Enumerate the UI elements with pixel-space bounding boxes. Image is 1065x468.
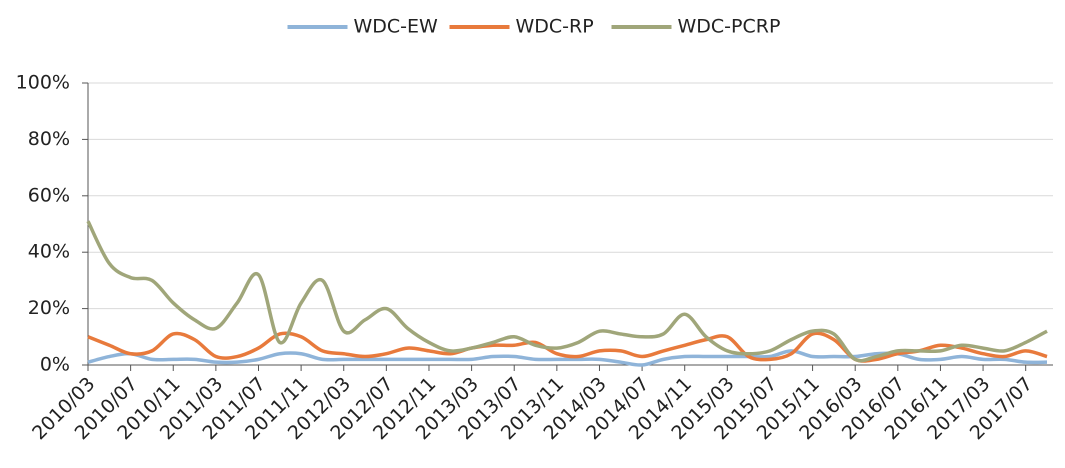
y-tick-label: 100% [16,72,70,94]
legend-label: WDC-PCRP [678,16,781,38]
legend-label: WDC-EW [354,16,439,38]
y-tick-label: 60% [28,184,70,206]
y-tick-label: 40% [28,241,70,263]
series-line [87,331,1048,363]
series-line [86,220,1048,363]
y-tick-label: 0% [40,354,70,376]
y-tick-label: 20% [28,297,70,319]
y-tick-label: 80% [28,128,70,150]
legend-label: WDC-RP [516,16,594,38]
